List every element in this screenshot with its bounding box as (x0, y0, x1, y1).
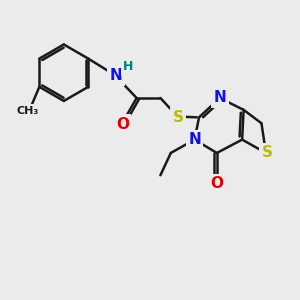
Text: O: O (210, 176, 224, 191)
Text: CH₃: CH₃ (16, 106, 38, 116)
Text: H: H (123, 60, 134, 73)
Text: O: O (116, 117, 129, 132)
Text: N: N (214, 91, 226, 106)
Text: S: S (173, 110, 184, 125)
Text: N: N (188, 132, 201, 147)
Text: S: S (262, 146, 273, 160)
Text: N: N (110, 68, 122, 83)
